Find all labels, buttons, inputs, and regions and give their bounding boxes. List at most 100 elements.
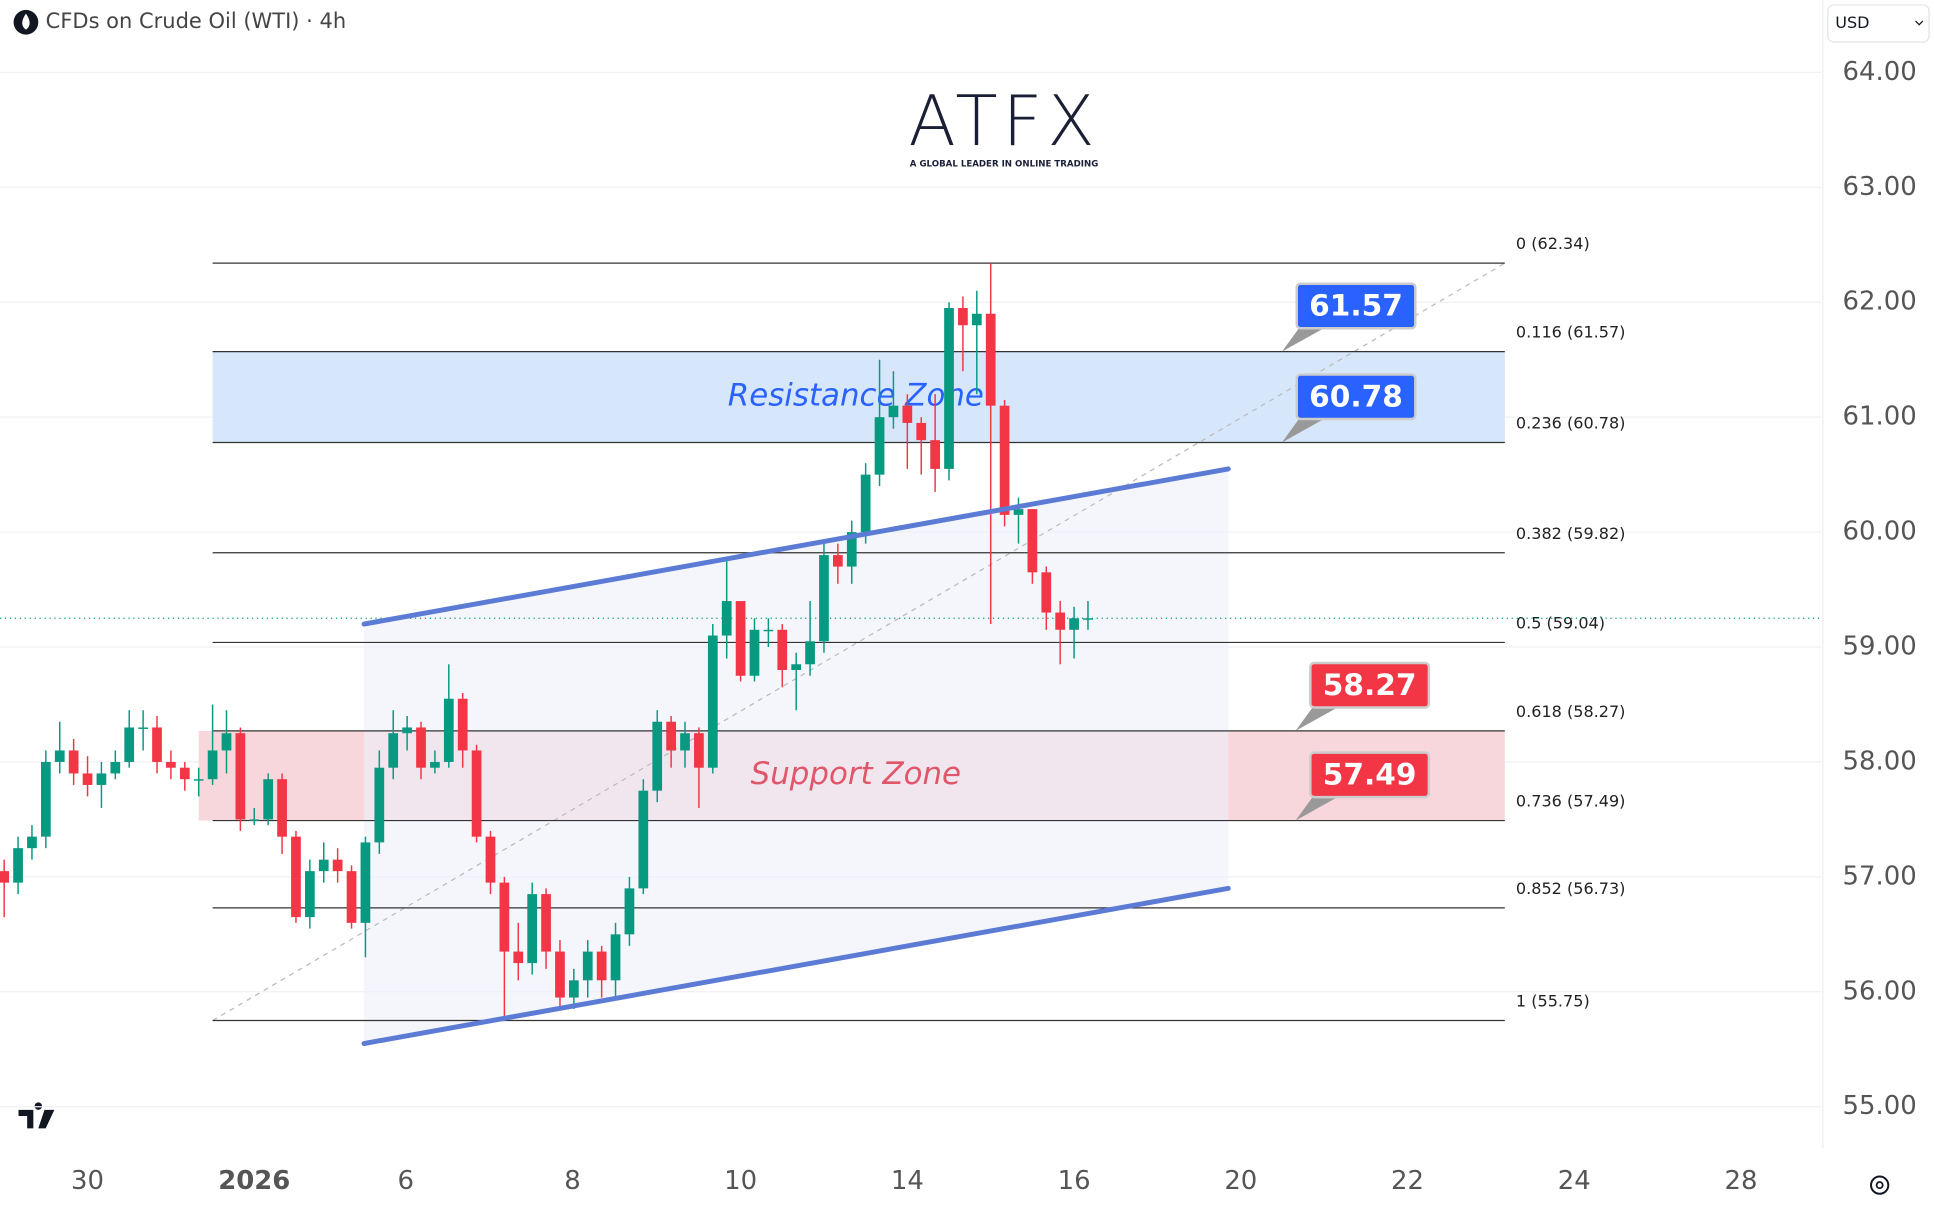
x-tick-label: 22 [1391, 1166, 1424, 1196]
candle-body [805, 641, 815, 665]
candle-body [207, 750, 218, 780]
candle-body [721, 601, 732, 636]
candle-body [388, 733, 399, 768]
x-tick-label: 24 [1558, 1166, 1591, 1196]
fib-label: 0.618 (58.27) [1516, 702, 1626, 721]
candle-body [541, 894, 551, 952]
candle-body [916, 422, 927, 441]
x-tick-label: 6 [397, 1166, 413, 1196]
fib-trend [212, 262, 1506, 1022]
candle-body [138, 727, 148, 729]
candle-body [416, 727, 426, 768]
callout-label: 60.78 [1309, 379, 1403, 414]
candle-body [666, 721, 676, 751]
currency-label: USD [1835, 13, 1869, 32]
x-tick-label: 20 [1224, 1166, 1257, 1196]
candle-body [1027, 509, 1038, 573]
candle-body [166, 761, 176, 768]
channel-line [361, 885, 1231, 1046]
candle-body [235, 733, 246, 820]
candle-body [985, 313, 996, 406]
candle-body [638, 790, 649, 889]
callout-box [1295, 282, 1417, 330]
candle-body [819, 555, 829, 642]
candle-body [527, 894, 538, 964]
currency-select[interactable] [1827, 4, 1930, 43]
callout-box [1309, 661, 1431, 709]
y-tick-label: 61.00 [1843, 402, 1917, 432]
fib-label: 0.736 (57.49) [1516, 792, 1626, 811]
x-tick-label: 8 [564, 1166, 580, 1196]
x-tick-label: 10 [724, 1166, 757, 1196]
candle-body [291, 836, 301, 918]
candle-body [485, 836, 496, 883]
price-callout: 57.49 [1295, 751, 1431, 821]
candle-body [568, 980, 579, 998]
zone-label: Resistance Zone [728, 378, 984, 414]
candle-body [374, 767, 385, 843]
candle-body [652, 721, 663, 791]
x-tick-label: 30 [71, 1166, 104, 1196]
symbol-icon [13, 9, 39, 35]
candle-body [0, 871, 10, 883]
callout-label: 58.27 [1323, 667, 1417, 702]
candle-body [27, 836, 37, 849]
candle-body [971, 313, 982, 326]
price-callout: 61.57 [1281, 282, 1417, 352]
callout-tail [1281, 324, 1324, 352]
candle-body [888, 405, 899, 418]
candle-body [680, 733, 690, 751]
candle-body [1041, 572, 1052, 613]
candle-body [902, 405, 913, 423]
x-tick-label: 14 [891, 1166, 924, 1196]
y-tick-label: 60.00 [1843, 517, 1917, 547]
candle-body [1069, 618, 1079, 630]
zone [212, 351, 1505, 443]
logo: ATFX [909, 82, 1100, 162]
price-callout: 58.27 [1295, 661, 1431, 731]
y-tick-label: 58.00 [1843, 746, 1917, 776]
candle-body [277, 779, 287, 837]
fib-label: 0.236 (60.78) [1516, 413, 1626, 432]
candle-body [791, 664, 802, 671]
candle-body [832, 555, 843, 567]
candle-body [763, 629, 774, 632]
candle-body [68, 750, 79, 774]
candle-body [555, 951, 565, 998]
fib-label: 0 (62.34) [1516, 234, 1590, 253]
y-tick-label: 62.00 [1843, 287, 1917, 317]
callout-box [1295, 373, 1417, 421]
candle-body [777, 629, 788, 671]
callout-label: 57.49 [1323, 757, 1417, 792]
callout-tail [1295, 793, 1338, 821]
candle-body [874, 417, 885, 475]
candle-body [110, 761, 121, 774]
candle-body [624, 888, 635, 935]
candle-body [499, 882, 510, 952]
y-tick-label: 57.00 [1843, 861, 1917, 891]
candle-body [1083, 618, 1093, 620]
candle-body [54, 750, 65, 762]
candle-body [179, 767, 190, 780]
candle-body [582, 951, 593, 981]
tradingview-logo [18, 1102, 55, 1129]
candle-body [944, 307, 954, 469]
y-tick-label: 56.00 [1843, 976, 1917, 1006]
price-callout: 60.78 [1281, 373, 1417, 443]
candle-body [457, 698, 468, 751]
candle-body [82, 773, 93, 785]
callout-box [1309, 751, 1431, 799]
candle-body [1013, 509, 1024, 515]
candle-body [318, 859, 329, 872]
candle-body [707, 635, 718, 768]
x-tick-label: 16 [1058, 1166, 1091, 1196]
candle-body [96, 773, 107, 785]
y-tick-label: 64.00 [1843, 57, 1917, 87]
callout-label: 61.57 [1309, 288, 1403, 323]
candle-body [430, 761, 440, 768]
fib-label: 0.382 (59.82) [1516, 524, 1626, 543]
candle-body [958, 307, 968, 326]
settings-icon[interactable] [1870, 1175, 1890, 1195]
logo-tagline: A GLOBAL LEADER IN ONLINE TRADING [910, 160, 1098, 170]
